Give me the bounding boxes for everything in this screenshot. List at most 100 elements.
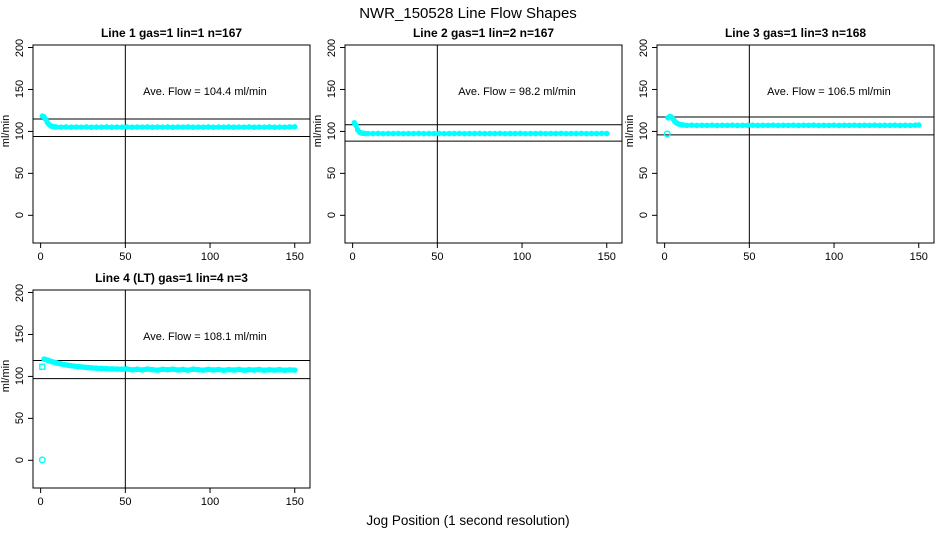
data-point [456,130,463,137]
data-point [215,124,222,130]
data-point [694,122,700,129]
data-point [724,122,731,129]
y-axis-label: ml/min [0,115,12,148]
data-point [276,366,283,373]
data-point [729,122,736,129]
y-tick-label: 50 [14,412,26,425]
x-tick-label: 0 [37,251,44,263]
x-tick-label: 0 [661,251,668,263]
data-point [200,124,207,130]
data-point [719,122,726,129]
data-point [149,366,156,373]
data-point [734,122,741,129]
data-point [461,130,468,137]
data-point [276,124,283,130]
plot-box [344,44,623,244]
data-point [200,367,207,373]
data-point [159,366,166,373]
x-tick-label: 150 [285,251,304,263]
data-point [568,130,574,137]
data-point [139,367,146,373]
data-point [73,124,80,130]
data-point [144,124,151,130]
data-point [68,362,74,369]
data-point [487,130,493,137]
data-point [180,124,186,130]
data-point [775,122,781,129]
data-point [169,366,176,372]
figure-title: NWR_150528 Line Flow Shapes [359,5,577,22]
y-tick-label: 50 [326,167,338,180]
data-point [63,124,69,130]
y-tick-label: 150 [14,325,26,344]
subplot-title: Line 4 (LT) gas=1 lin=4 n=3 [95,271,248,285]
data-point [139,124,146,130]
data-point [210,124,217,131]
data-point [241,367,247,374]
data-point [175,124,181,130]
data-point [210,367,217,373]
data-point [770,122,776,129]
data-point [129,124,135,131]
data-point [497,130,503,137]
data-point [861,122,868,129]
data-point [134,366,140,373]
data-point [286,367,293,373]
data-point [83,124,90,130]
data-point [876,122,883,129]
data-point [230,124,237,131]
data-point [114,124,120,130]
data-point [256,366,262,373]
data-point [103,365,110,372]
data-point [225,124,232,130]
x-tick-label: 50 [743,251,756,263]
data-point [154,367,161,373]
data-point [286,124,293,130]
data-point [281,367,288,374]
data-point [185,124,191,130]
data-point [103,124,110,130]
data-point [446,130,452,137]
data-point [815,122,822,129]
data-point [251,124,257,131]
data-point [129,367,135,373]
data-point [78,364,85,370]
data-point [800,122,807,129]
data-point [821,122,827,129]
x-tick-label: 50 [119,496,132,508]
data-point [578,130,585,137]
ave-flow-label: Ave. Flow = 106.5 ml/min [767,85,891,98]
data-point [492,130,498,137]
data-point [548,130,554,137]
data-point [271,367,278,373]
data-point [195,124,201,130]
data-point [291,367,298,373]
data-point [61,361,68,368]
data-point [205,366,212,373]
data-point [64,362,71,368]
data-point [88,365,95,371]
data-point [236,366,242,373]
data-point [220,124,227,130]
y-tick-label: 150 [14,80,26,99]
data-point [241,124,247,130]
data-point [790,122,797,129]
y-tick-label: 100 [638,122,650,141]
data-point [169,124,176,131]
data-point [144,366,151,372]
data-point [58,124,64,130]
data-point [410,130,417,137]
x-tick-label: 100 [512,251,532,263]
y-axis-label: ml/min [624,115,636,148]
data-point [236,124,242,130]
data-point [261,124,268,130]
data-point [230,367,237,373]
x-tick-label: 150 [909,251,928,263]
data-point [190,366,196,373]
data-point [205,124,212,130]
data-point [159,124,166,130]
data-point [119,124,125,130]
data-point [573,130,580,137]
y-tick-label: 100 [326,122,338,141]
